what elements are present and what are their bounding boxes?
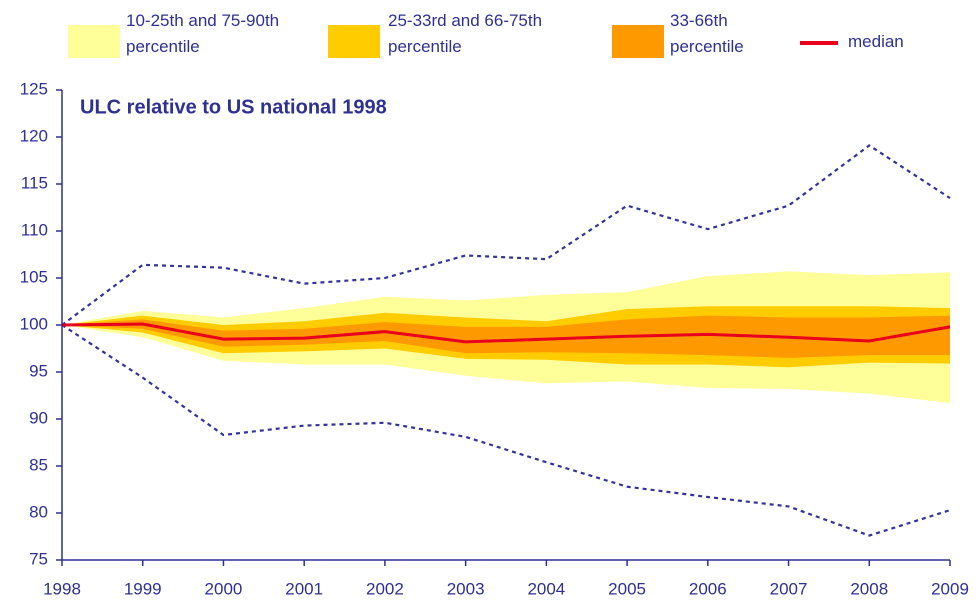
median-line: [61, 322, 951, 344]
legend-swatch: [328, 25, 380, 58]
y-tick-label: 105: [20, 267, 48, 286]
y-tick-label: 125: [20, 79, 48, 98]
y-tick-label: 95: [29, 361, 48, 380]
y-tick-label: 100: [20, 314, 48, 333]
y-tick-label: 110: [21, 220, 48, 239]
legend-label: median: [848, 32, 904, 51]
y-tick-label: 115: [21, 173, 48, 192]
legend-label: 10-25th and 75-90th percentile: [126, 11, 280, 56]
legend-label: 25-33rd and 66-75th percentile: [388, 11, 543, 56]
legend-swatch: [800, 41, 838, 45]
y-tick-label: 75: [29, 549, 48, 568]
fan-band: [62, 315, 950, 358]
x-tick-label: 2002: [366, 579, 404, 598]
chart-title: ULC relative to US national 1998: [80, 96, 387, 118]
legend-swatch: [68, 25, 120, 58]
legend-swatch: [612, 25, 664, 58]
bound-line: [61, 324, 951, 537]
y-tick-label: 90: [29, 408, 48, 427]
legend-label: 33-66th percentile: [670, 11, 744, 56]
y-tick-label: 120: [20, 126, 48, 145]
x-tick-label: 2003: [447, 579, 485, 598]
x-tick-label: 2001: [285, 579, 323, 598]
x-tick-label: 2005: [608, 579, 646, 598]
x-tick-label: 1999: [124, 579, 162, 598]
y-tick-label: 85: [29, 455, 48, 474]
x-tick-label: 1998: [43, 579, 81, 598]
x-tick-label: 2007: [770, 579, 808, 598]
x-tick-label: 2006: [689, 579, 727, 598]
x-tick-label: 2009: [931, 579, 969, 598]
x-tick-label: 2004: [527, 579, 565, 598]
x-tick-label: 2000: [205, 579, 243, 598]
y-tick-label: 80: [29, 502, 48, 521]
x-tick-label: 2008: [850, 579, 888, 598]
